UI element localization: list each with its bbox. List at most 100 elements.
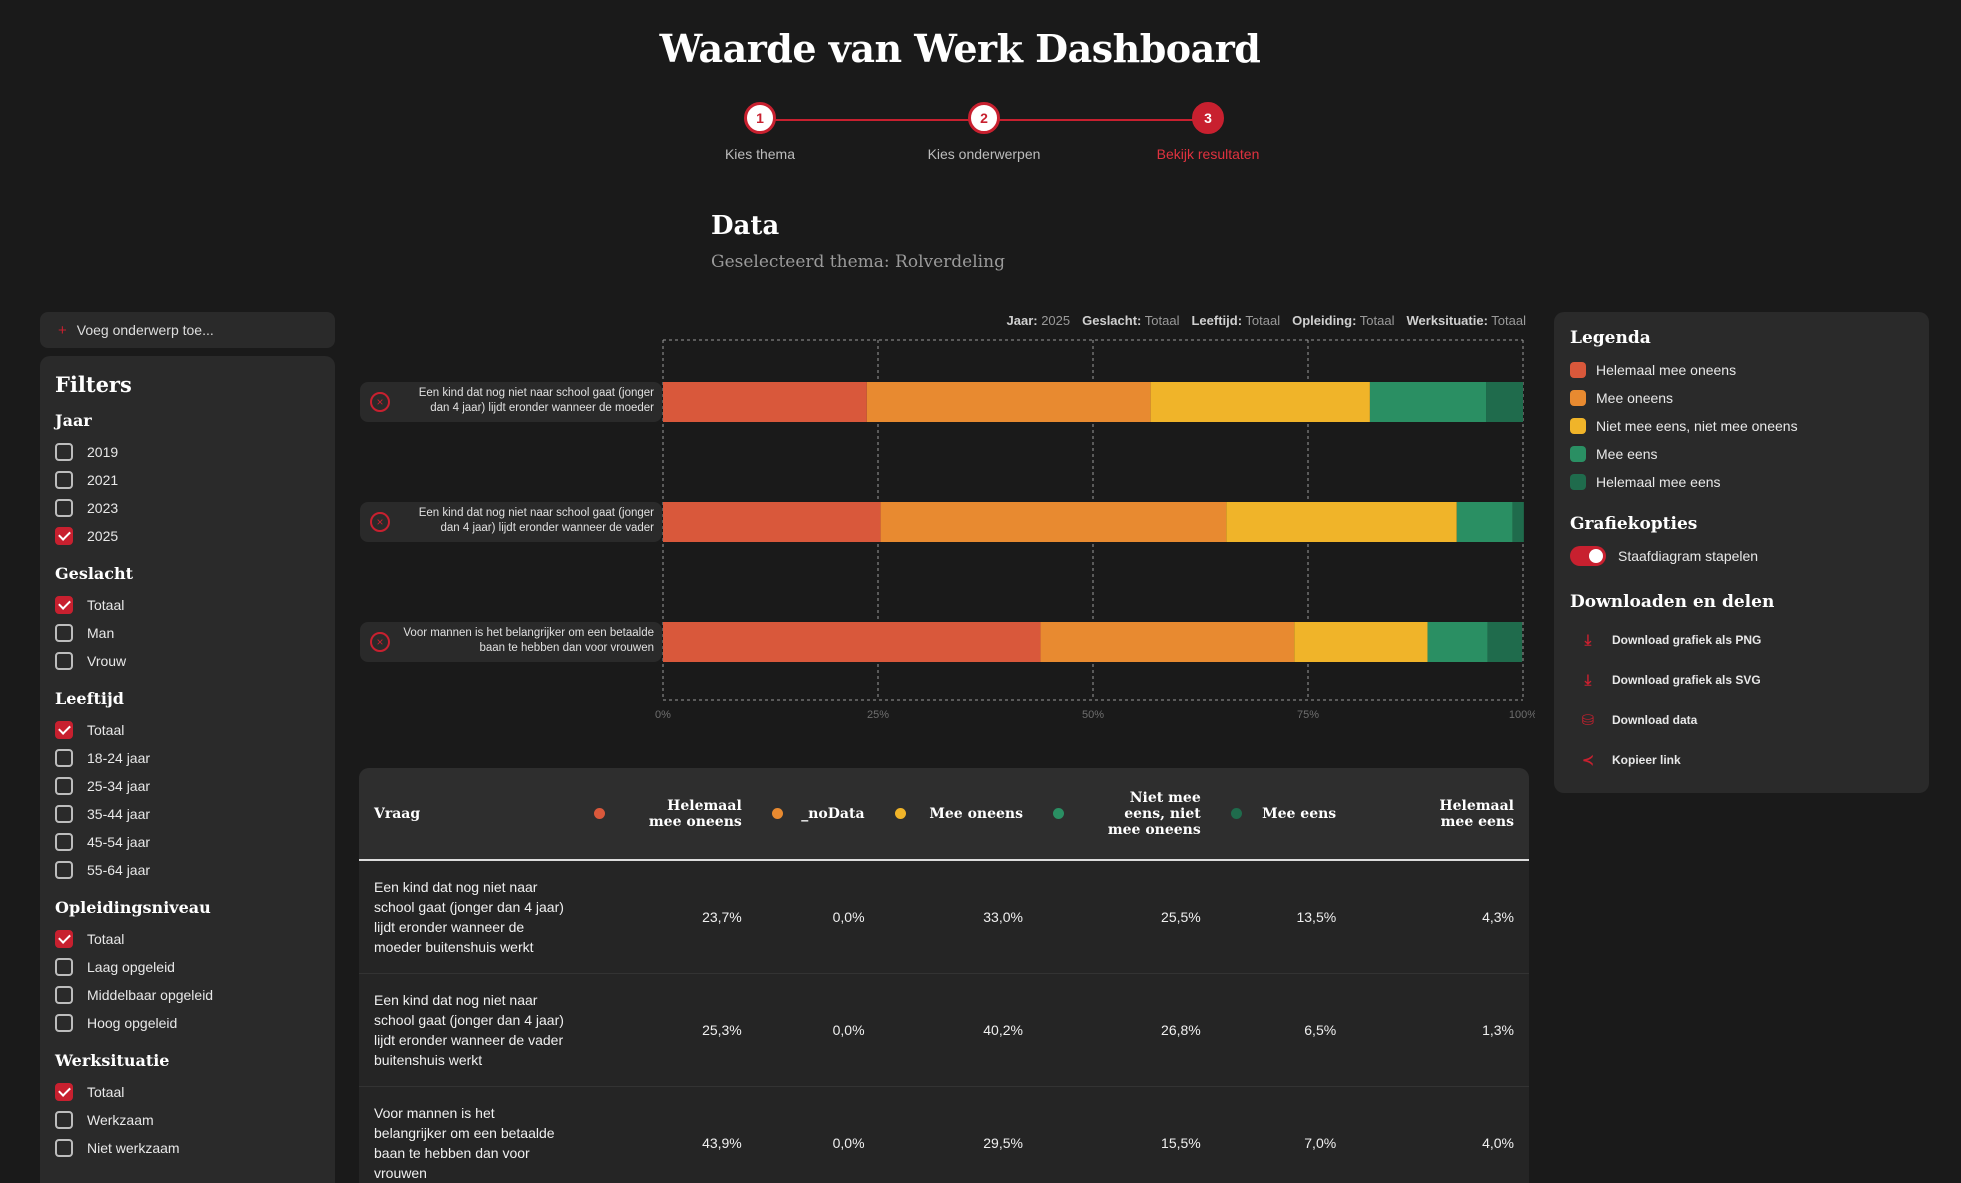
- bar-segment: [1512, 502, 1524, 542]
- remove-topic-icon[interactable]: ×: [370, 512, 390, 532]
- remove-topic-icon[interactable]: ×: [370, 632, 390, 652]
- checkbox[interactable]: [55, 596, 73, 614]
- checkbox[interactable]: [55, 833, 73, 851]
- add-topic-button[interactable]: + Voeg onderwerp toe...: [40, 312, 335, 348]
- legend-label: Niet mee eens, niet mee oneens: [1596, 418, 1798, 434]
- filter-group-title: Werksituatie: [55, 1051, 170, 1070]
- filter-option[interactable]: 2025: [55, 522, 320, 550]
- download-title: Downloaden en delen: [1570, 592, 1775, 612]
- x-tick-label: 50%: [1082, 709, 1104, 721]
- step-1[interactable]: 1 Kies thema: [660, 102, 860, 162]
- stepper: 1 Kies thema 2 Kies onderwerpen 3 Bekijk…: [700, 102, 1259, 172]
- stack-toggle[interactable]: [1570, 546, 1606, 566]
- checkbox[interactable]: [55, 652, 73, 670]
- filter-option[interactable]: Totaal: [55, 925, 320, 953]
- legend-item: Mee eens: [1570, 440, 1913, 468]
- checkbox[interactable]: [55, 721, 73, 739]
- filter-option[interactable]: Totaal: [55, 591, 320, 619]
- bar-segment: [880, 502, 1227, 542]
- legend-swatch: [1570, 362, 1586, 378]
- checkbox[interactable]: [55, 1083, 73, 1101]
- step-number: 2: [968, 102, 1000, 134]
- step-3[interactable]: 3 Bekijk resultaten: [1108, 102, 1308, 162]
- series-dot: [1230, 808, 1242, 819]
- remove-topic-icon[interactable]: ×: [370, 392, 390, 412]
- filter-option[interactable]: Totaal: [55, 716, 320, 744]
- filter-option[interactable]: 45-54 jaar: [55, 828, 320, 856]
- filter-option[interactable]: 18-24 jaar: [55, 744, 320, 772]
- checkbox[interactable]: [55, 471, 73, 489]
- legend-swatch: [1570, 418, 1586, 434]
- legend-label: Mee oneens: [1596, 390, 1674, 406]
- column-header: Mee oneens: [880, 768, 1038, 860]
- bar-segment: [1456, 502, 1513, 542]
- filter-option[interactable]: Werkzaam: [55, 1106, 320, 1134]
- active-filter: Leeftijd: Totaal: [1191, 313, 1280, 328]
- legend-title: Legenda: [1570, 328, 1651, 348]
- question-cell: Voor mannen is het belangrijker om een b…: [359, 1086, 579, 1183]
- filter-option[interactable]: Vrouw: [55, 647, 320, 675]
- legend-label: Helemaal mee eens: [1596, 474, 1721, 490]
- checkbox[interactable]: [55, 958, 73, 976]
- checkbox[interactable]: [55, 930, 73, 948]
- step-2[interactable]: 2 Kies onderwerpen: [884, 102, 1084, 162]
- download-item[interactable]: ⤓ Download grafiek als SVG: [1570, 660, 1913, 700]
- column-header-label: Helemaal mee eens: [1439, 797, 1514, 830]
- value-cell: 13,5%: [1215, 860, 1352, 974]
- add-topic-label: Voeg onderwerp toe...: [76, 322, 214, 338]
- download-icon: ⤓: [1584, 671, 1592, 689]
- filter-option[interactable]: 2023: [55, 494, 320, 522]
- bar-segment: [663, 622, 1041, 662]
- filter-option[interactable]: Hoog opgeleid: [55, 1009, 320, 1037]
- share-icon: ≺: [1581, 752, 1595, 769]
- stack-toggle-row[interactable]: Staafdiagram stapelen: [1570, 542, 1913, 570]
- checkbox[interactable]: [55, 749, 73, 767]
- value-cell: 4,3%: [1351, 860, 1529, 974]
- value-cell: 33,0%: [879, 860, 1038, 974]
- checkbox[interactable]: [55, 1111, 73, 1129]
- checkbox[interactable]: [55, 986, 73, 1004]
- checkbox[interactable]: [55, 777, 73, 795]
- filter-option[interactable]: Middelbaar opgeleid: [55, 981, 320, 1009]
- question-cell: Een kind dat nog niet naar school gaat (…: [359, 860, 579, 974]
- checkbox[interactable]: [55, 1014, 73, 1032]
- plus-icon: +: [58, 322, 67, 339]
- value-cell: 15,5%: [1037, 1086, 1216, 1183]
- filter-option-label: Totaal: [87, 722, 125, 738]
- checkbox[interactable]: [55, 624, 73, 642]
- active-filter-value: Totaal: [1245, 313, 1281, 328]
- step-label: Bekijk resultaten: [1156, 146, 1260, 162]
- series-dot: [771, 808, 783, 819]
- checkbox[interactable]: [55, 805, 73, 823]
- filter-option[interactable]: 2019: [55, 438, 320, 466]
- value-cell: 26,8%: [1037, 973, 1216, 1087]
- x-tick-label: 25%: [867, 709, 889, 721]
- filter-option[interactable]: 35-44 jaar: [55, 800, 320, 828]
- filter-option[interactable]: Niet werkzaam: [55, 1134, 320, 1162]
- legend-swatch: [1570, 390, 1586, 406]
- filter-option[interactable]: Man: [55, 619, 320, 647]
- download-item[interactable]: ⤓ Download grafiek als PNG: [1570, 620, 1913, 660]
- checkbox[interactable]: [55, 527, 73, 545]
- bar-segment: [1427, 622, 1488, 662]
- filter-option-label: 45-54 jaar: [87, 834, 151, 850]
- download-list: ⤓ Download grafiek als PNG ⤓ Download grafi…: [1570, 620, 1913, 780]
- column-header-inner: Mee oneens: [894, 806, 1023, 822]
- x-tick-label: 75%: [1297, 709, 1319, 721]
- legend-swatch: [1570, 446, 1586, 462]
- column-header: Niet mee eens, niet mee oneens: [1038, 768, 1216, 860]
- checkbox[interactable]: [55, 499, 73, 517]
- filter-option[interactable]: Laag opgeleid: [55, 953, 320, 981]
- page-title: Waarde van Werk Dashboard: [659, 26, 1261, 71]
- column-header-label: Mee eens: [1262, 805, 1337, 822]
- checkbox[interactable]: [55, 861, 73, 879]
- filter-group: Jaar 2019 2021 2023 2025: [55, 411, 320, 550]
- download-item[interactable]: ≺ Kopieer link: [1570, 740, 1913, 780]
- filter-option[interactable]: 55-64 jaar: [55, 856, 320, 884]
- download-item[interactable]: ⛁ Download data: [1570, 700, 1913, 740]
- filter-option[interactable]: 25-34 jaar: [55, 772, 320, 800]
- checkbox[interactable]: [55, 443, 73, 461]
- filter-option[interactable]: Totaal: [55, 1078, 320, 1106]
- checkbox[interactable]: [55, 1139, 73, 1157]
- filter-option[interactable]: 2021: [55, 466, 320, 494]
